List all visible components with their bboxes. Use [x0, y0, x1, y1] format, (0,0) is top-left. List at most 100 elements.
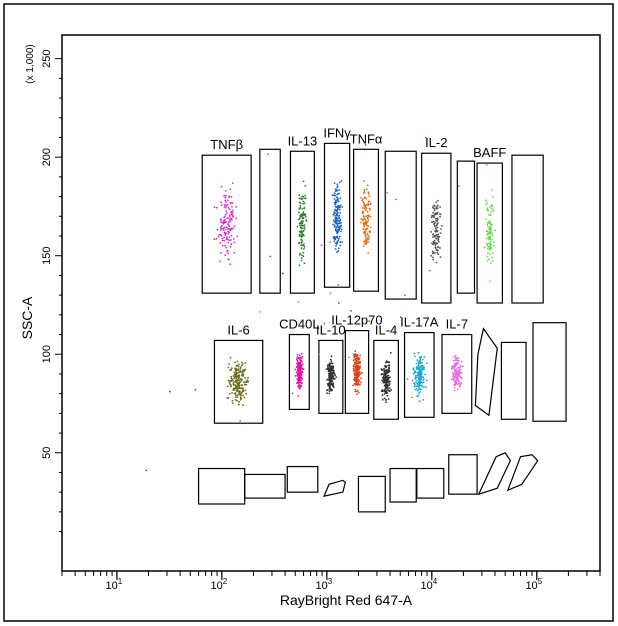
event-dot	[234, 387, 236, 390]
event-dot	[241, 363, 244, 365]
event-dot	[224, 196, 227, 199]
event-dot	[231, 379, 234, 382]
event-dot	[489, 242, 492, 245]
event-dot	[458, 383, 460, 385]
event-dot	[417, 394, 420, 397]
event-dot	[332, 223, 334, 226]
event-dot	[457, 359, 460, 362]
event-dot	[390, 389, 392, 391]
event-dot	[414, 381, 417, 384]
x-axis-ticks: 101 102 103 104 105	[61, 571, 601, 592]
event-dot	[358, 391, 360, 394]
event-dot	[338, 214, 340, 217]
event-dot	[420, 365, 422, 367]
event-dot	[326, 365, 329, 367]
gate-il17a	[403, 331, 435, 418]
event-dot	[460, 377, 463, 380]
gate-unlabeled	[448, 454, 478, 495]
event-dot	[412, 372, 415, 375]
event-dot	[303, 228, 306, 230]
event-dot	[226, 212, 228, 215]
event-dot	[422, 367, 425, 369]
event-dot	[227, 206, 230, 209]
event-dot	[335, 227, 337, 229]
gate-cd40l-label: CD40L	[279, 317, 319, 332]
event-dot	[236, 235, 239, 238]
event-dot	[435, 201, 437, 204]
event-dot	[434, 244, 437, 247]
event-dot	[363, 224, 365, 227]
event-dot	[383, 397, 386, 400]
event-dot	[338, 189, 340, 192]
event-dot	[229, 214, 231, 217]
event-dot	[227, 217, 230, 220]
event-dot	[366, 210, 369, 213]
event-dot	[302, 195, 305, 198]
event-dot	[383, 381, 386, 383]
event-dot	[333, 378, 336, 380]
y-axis-ticks: 50 100 150 200 250	[41, 49, 62, 533]
event-dot	[304, 213, 307, 216]
event-dot	[436, 222, 439, 225]
event-dot	[381, 394, 384, 397]
event-dot	[354, 350, 357, 353]
event-dot	[302, 202, 304, 205]
event-dot	[337, 229, 340, 232]
gate-unlabeled	[384, 150, 417, 300]
event-dot	[303, 248, 305, 250]
event-dot	[304, 197, 307, 200]
event-dot	[420, 367, 423, 370]
event-dot	[415, 374, 417, 377]
event-dot	[354, 373, 357, 375]
event-dot	[418, 372, 421, 375]
event-dot	[367, 252, 370, 255]
event-dot	[327, 370, 330, 373]
event-dot	[458, 384, 461, 387]
event-dot	[456, 383, 459, 386]
event-dot	[486, 243, 489, 245]
event-dot	[415, 388, 418, 390]
event-dot	[385, 399, 387, 401]
event-dot	[227, 252, 230, 255]
event-dot	[355, 368, 358, 371]
event-dot	[230, 227, 233, 230]
event-dot	[363, 180, 365, 183]
event-dot	[299, 221, 302, 224]
event-dot	[231, 182, 234, 185]
event-dot	[367, 220, 369, 223]
event-dot	[301, 214, 304, 217]
event-dot	[385, 401, 388, 403]
event-dot	[241, 374, 244, 376]
event-dot	[297, 395, 300, 397]
event-dot	[237, 403, 240, 406]
event-dot	[436, 226, 439, 229]
event-dot	[224, 199, 227, 202]
event-dot	[490, 204, 493, 206]
event-dot	[225, 194, 227, 197]
event-dot	[329, 367, 331, 369]
event-dot	[453, 375, 455, 378]
outlier-dot	[281, 272, 284, 275]
event-dot	[235, 365, 238, 367]
event-dot	[227, 241, 230, 244]
event-dot	[325, 368, 328, 371]
event-dot	[441, 225, 443, 227]
event-dot	[492, 241, 495, 244]
event-dot	[219, 229, 222, 231]
event-dot	[415, 366, 418, 368]
event-dot	[454, 369, 457, 371]
event-dot	[331, 384, 334, 387]
event-dot	[336, 193, 339, 196]
event-dot	[332, 367, 334, 370]
event-dot	[335, 214, 338, 217]
event-dot	[240, 387, 243, 390]
gate-baff	[476, 162, 503, 304]
event-dot	[296, 359, 299, 362]
event-dot	[299, 217, 301, 220]
event-dot	[385, 383, 388, 386]
event-dot	[486, 202, 489, 204]
event-dot	[366, 228, 369, 230]
event-dot	[383, 393, 386, 395]
event-dot	[298, 264, 301, 267]
stray-dot	[458, 185, 460, 187]
